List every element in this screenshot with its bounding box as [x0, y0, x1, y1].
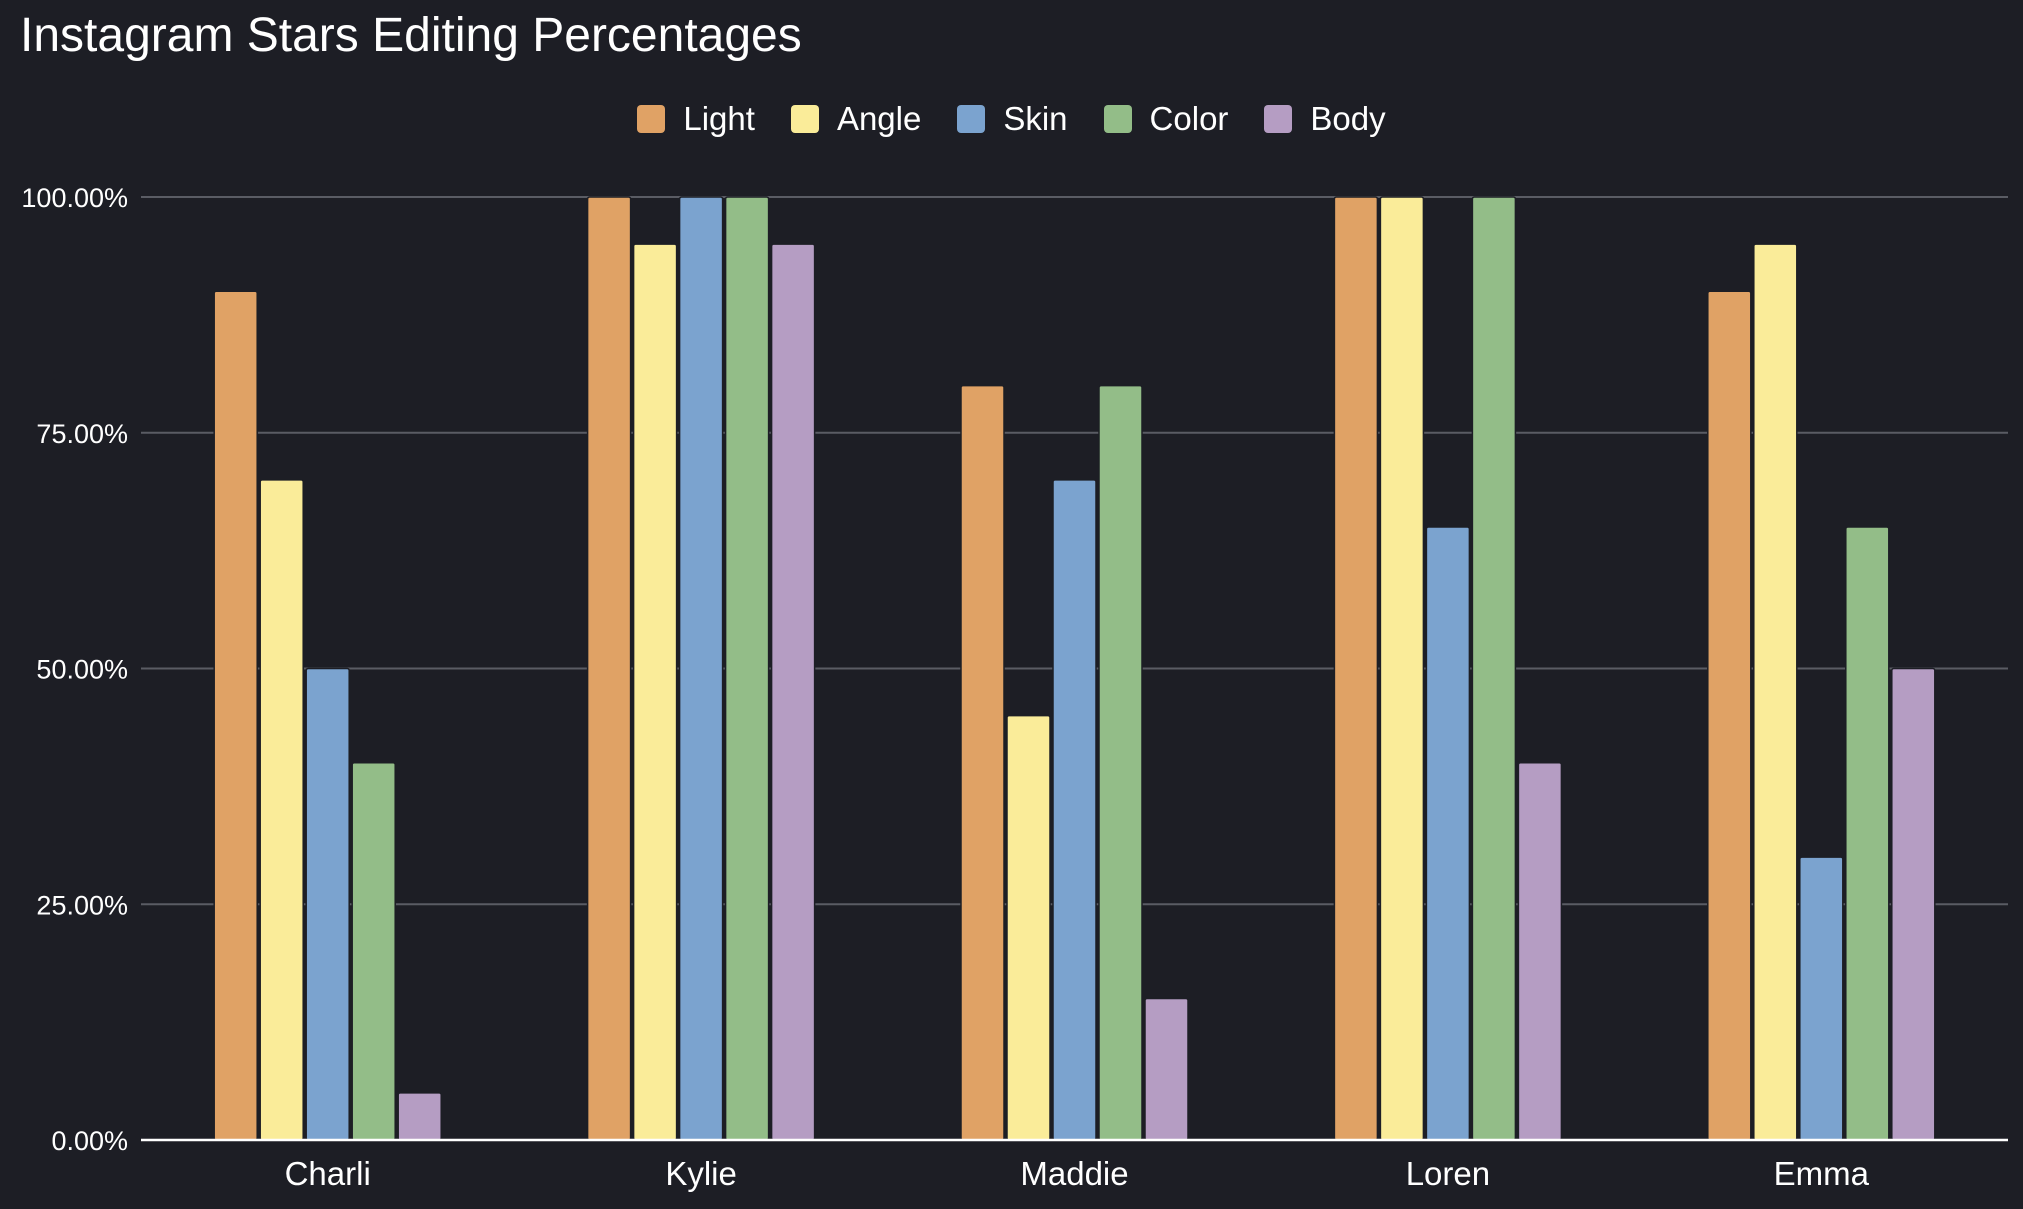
legend-label-angle: Angle: [836, 100, 922, 137]
bar-body-kylie: [770, 243, 816, 1141]
legend-label-light: Light: [683, 100, 755, 137]
bar-body-emma: [1891, 667, 1936, 1141]
legend-swatch-color: [1103, 105, 1132, 133]
bar-angle-kylie: [632, 243, 678, 1141]
y-tick-label: 0.00%: [51, 1126, 128, 1156]
y-tick-label: 100.00%: [21, 183, 128, 213]
legend-swatch-body: [1264, 105, 1293, 133]
bar-skin-emma: [1799, 856, 1844, 1141]
bar-skin-maddie: [1052, 479, 1097, 1141]
y-tick-label: 75.00%: [36, 419, 128, 449]
x-tick-label: Loren: [1406, 1155, 1490, 1192]
legend-swatch-angle: [790, 105, 819, 133]
bar-body-charli: [397, 1092, 442, 1141]
bar-angle-maddie: [1006, 714, 1051, 1141]
y-tick-label: 50.00%: [36, 655, 128, 685]
bar-skin-charli: [305, 667, 350, 1141]
bar-skin-loren: [1425, 526, 1471, 1141]
bar-body-loren: [1517, 762, 1563, 1141]
bar-color-maddie: [1098, 384, 1143, 1141]
bar-angle-emma: [1753, 243, 1798, 1141]
bar-light-emma: [1707, 290, 1752, 1141]
bar-angle-charli: [259, 479, 304, 1141]
legend-item-light[interactable]: Light: [637, 100, 755, 138]
legend-item-angle[interactable]: Angle: [790, 100, 922, 138]
bar-color-charli: [351, 762, 396, 1141]
legend-label-body: Body: [1310, 100, 1386, 137]
x-tick-label: Emma: [1774, 1155, 1870, 1192]
x-tick-label: Charli: [285, 1155, 371, 1192]
legend: Light Angle Skin Color Body: [0, 100, 2023, 138]
bar-light-loren: [1333, 196, 1379, 1141]
y-tick-label: 25.00%: [36, 890, 128, 920]
bar-angle-loren: [1379, 196, 1425, 1141]
legend-label-color: Color: [1149, 100, 1229, 137]
bar-light-charli: [213, 290, 258, 1141]
bar-light-kylie: [586, 196, 632, 1141]
x-tick-label: Maddie: [1020, 1155, 1128, 1192]
bar-color-loren: [1471, 196, 1517, 1141]
bar-color-emma: [1845, 526, 1890, 1141]
bar-light-maddie: [960, 384, 1005, 1141]
legend-item-color[interactable]: Color: [1103, 100, 1229, 138]
bar-skin-kylie: [678, 196, 724, 1141]
legend-swatch-light: [637, 105, 666, 133]
legend-label-skin: Skin: [1003, 100, 1068, 137]
chart-title: Instagram Stars Editing Percentages: [20, 9, 802, 62]
bar-color-kylie: [724, 196, 770, 1141]
legend-item-body[interactable]: Body: [1264, 100, 1386, 138]
bar-body-maddie: [1144, 997, 1189, 1141]
legend-swatch-skin: [957, 105, 986, 133]
legend-item-skin[interactable]: Skin: [957, 100, 1068, 138]
x-tick-label: Kylie: [665, 1155, 737, 1192]
